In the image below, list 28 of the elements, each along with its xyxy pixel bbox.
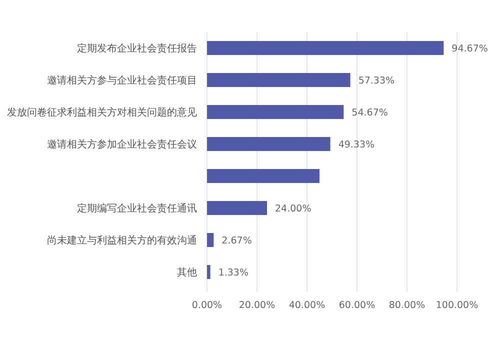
- y-tick-label: 定期编写企业社会责任通讯: [77, 202, 197, 214]
- bar: [207, 265, 210, 279]
- y-tick-label: 尚未建立与利益相关方的有效沟通: [47, 234, 197, 246]
- x-tick-label: 60.00%: [338, 300, 376, 311]
- data-label: 57.33%: [358, 76, 395, 86]
- x-tick-label: 80.00%: [388, 300, 426, 311]
- bar: [207, 73, 350, 87]
- data-label: 24.00%: [275, 204, 312, 214]
- bar: [207, 169, 320, 183]
- bar: [207, 201, 267, 215]
- data-label: 2.67%: [222, 236, 252, 246]
- bar: [207, 41, 444, 55]
- y-tick-label: 邀请相关方参与企业社会责任项目: [47, 74, 197, 86]
- x-tick-label: 0.00%: [192, 300, 222, 311]
- data-label: 94.67%: [452, 44, 488, 54]
- x-tick-label: 40.00%: [288, 300, 326, 311]
- bar: [207, 233, 214, 247]
- data-label: 54.67%: [352, 108, 388, 118]
- y-tick-label: 其他: [177, 266, 197, 278]
- bar: [207, 137, 330, 151]
- data-label: 49.33%: [338, 140, 375, 150]
- y-tick-label: 邀请相关方参加企业社会责任会议: [47, 138, 197, 150]
- y-tick-label: 定期发布企业社会责任报告: [77, 42, 197, 54]
- bar: [207, 105, 344, 119]
- y-tick-label: 发放问卷征求利益相关方对相关问题的意见: [7, 106, 197, 118]
- x-tick-label: 100.00%: [436, 300, 478, 311]
- data-label: 1.33%: [218, 268, 249, 278]
- x-tick-label: 20.00%: [238, 300, 276, 311]
